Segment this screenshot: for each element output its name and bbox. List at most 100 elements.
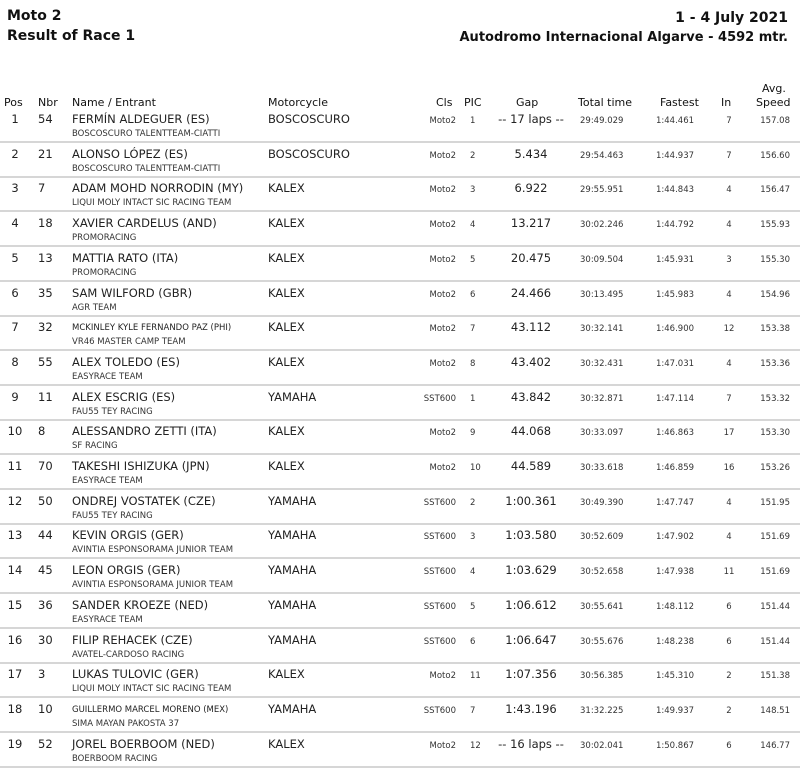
pos-cell: 11	[7, 459, 23, 473]
number-cell: 35	[38, 285, 53, 300]
avg-speed-cell: 151.38	[760, 671, 790, 682]
in-lap-cell: 7	[726, 150, 732, 161]
in-lap-cell: 6	[726, 636, 732, 647]
motorcycle-cell: YAMAHA	[268, 632, 317, 647]
number-cell: 3	[38, 667, 46, 682]
motorcycle-cell: KALEX	[268, 216, 305, 231]
fastest-cell: 1:48.238	[656, 636, 695, 647]
pic-cell: 7	[470, 324, 476, 335]
table-row: 9 11 ALEX ESCRIG (ES) FAU55 TEY RACING YAMAH…	[0, 386, 800, 421]
rider-name: KEVIN ORGIS (GER)	[72, 528, 184, 543]
pos-cell: 18	[7, 701, 23, 716]
entrant-team: AVATEL-CARDOSO RACING	[72, 649, 185, 660]
in-lap-cell: 6	[726, 740, 732, 751]
gap-cell: 1:07.356	[505, 667, 557, 682]
number-cell: 52	[38, 736, 53, 751]
class-cell: Moto2	[429, 324, 456, 335]
total-time-cell: 31:32.225	[580, 705, 624, 716]
in-lap-cell: 17	[723, 428, 735, 439]
gap-cell: 44.068	[510, 424, 552, 439]
entrant-team: AGR TEAM	[72, 302, 117, 313]
fastest-cell: 1:47.938	[656, 567, 695, 578]
number-cell: 13	[38, 250, 53, 265]
number-cell: 30	[38, 632, 53, 647]
number-cell: 44	[38, 528, 53, 543]
motorcycle-cell: BOSCOSCURO	[268, 146, 350, 161]
table-row: 18 10 GUILLERMO MARCEL MORENO (MEX) SIMA MA…	[0, 698, 800, 733]
entrant-team: EASYRACE TEAM	[72, 614, 143, 625]
fastest-cell: 1:44.843	[656, 185, 695, 196]
gap-cell: 1:06.647	[505, 632, 557, 647]
avg-speed-cell: 153.26	[760, 463, 790, 473]
number-cell: 45	[38, 563, 53, 578]
in-lap-cell: 6	[726, 601, 732, 612]
rider-name: ALEX ESCRIG (ES)	[72, 389, 176, 404]
rider-name: TAKESHI ISHIZUKA (JPN)	[72, 459, 210, 473]
avg-speed-cell: 156.47	[760, 185, 790, 196]
table-row: 10 8 ALESSANDRO ZETTI (ITA) SF RACING KALEX M…	[0, 420, 800, 456]
col-fastest: Fastest	[660, 96, 699, 109]
table-row: 19 52 JOREL BOERBOOM (NED) BOERBOOM RACING K…	[0, 733, 800, 768]
total-time-cell: 30:33.097	[580, 428, 624, 439]
table-row: 8 55 ALEX TOLEDO (ES) EASYRACE TEAM KALEX Mot…	[0, 351, 800, 386]
fastest-cell: 1:49.937	[656, 705, 695, 716]
class-cell: SST600	[423, 601, 456, 612]
table-row: 15 36 SANDER KROEZE (NED) EASYRACE TEAM YAMA…	[0, 594, 800, 629]
entrant-team: SIMA MAYAN PAKOSTA 37	[72, 718, 180, 729]
in-lap-cell: 4	[726, 220, 732, 231]
in-lap-cell: 11	[723, 567, 735, 578]
rider-name: SANDER KROEZE (NED)	[72, 597, 209, 612]
fastest-cell: 1:46.859	[656, 463, 695, 473]
col-cls: Cls	[436, 96, 453, 109]
pos-cell: 2	[11, 146, 19, 161]
col-in: In	[721, 96, 732, 109]
rider-name: GUILLERMO MARCEL MORENO (MEX)	[72, 704, 229, 715]
total-time-cell: 30:09.504	[580, 254, 624, 265]
entrant-team: AVINTIA ESPONSORAMA JUNIOR TEAM	[72, 545, 234, 556]
pos-cell: 17	[7, 667, 23, 682]
class-cell: SST600	[423, 532, 456, 543]
pic-cell: 3	[470, 185, 476, 196]
pic-cell: 5	[470, 254, 476, 265]
fastest-cell: 1:45.310	[656, 671, 695, 682]
in-lap-cell: 7	[726, 393, 732, 404]
motorcycle-cell: KALEX	[268, 667, 305, 682]
total-time-cell: 29:54.463	[580, 150, 624, 161]
col-pic: PIC	[464, 96, 482, 109]
avg-speed-cell: 153.36	[760, 358, 790, 369]
class-cell: Moto2	[429, 220, 456, 231]
motorcycle-cell: KALEX	[268, 459, 305, 473]
gap-cell: -- 17 laps --	[498, 112, 564, 126]
total-time-cell: 30:02.041	[580, 740, 624, 751]
class-cell: Moto2	[429, 740, 456, 751]
total-time-cell: 29:49.029	[580, 116, 624, 126]
class-cell: SST600	[423, 705, 456, 716]
total-time-cell: 30:33.618	[580, 463, 624, 473]
table-row: 12 50 ONDREJ VOSTATEK (CZE) FAU55 TEY RACIN…	[0, 490, 800, 525]
pos-cell: 10	[7, 424, 23, 439]
entrant-team: SF RACING	[72, 441, 118, 452]
fastest-cell: 1:47.902	[656, 532, 695, 543]
pos-cell: 7	[11, 320, 19, 335]
table-row: 6 35 SAM WILFORD (GBR) AGR TEAM KALEX Moto2 6 2…	[0, 282, 800, 317]
avg-speed-cell: 151.44	[760, 601, 790, 612]
pos-cell: 16	[7, 632, 23, 647]
rider-name: LUKAS TULOVIC (GER)	[72, 667, 199, 682]
pic-cell: 4	[470, 220, 476, 231]
entrant-team: BOSCOSCURO TALENTTEAM-CIATTI	[72, 163, 221, 174]
fastest-cell: 1:47.114	[656, 393, 695, 404]
col-speed: Speed	[756, 96, 791, 109]
gap-cell: 1:06.612	[505, 597, 557, 612]
table-row: 17 3 LUKAS TULOVIC (GER) LIQUI MOLY INTACT …	[0, 663, 800, 699]
motorcycle-cell: KALEX	[268, 320, 305, 335]
col-nbr: Nbr	[38, 96, 58, 109]
pos-cell: 4	[11, 216, 19, 231]
class-cell: Moto2	[429, 428, 456, 439]
pic-cell: 12	[470, 740, 481, 751]
rider-name: FILIP REHACEK (CZE)	[72, 632, 193, 647]
entrant-team: BOSCOSCURO TALENTTEAM-CIATTI	[72, 129, 221, 139]
rider-name: ALONSO LÓPEZ (ES)	[72, 146, 188, 161]
pic-cell: 11	[470, 671, 481, 682]
pic-cell: 2	[470, 497, 476, 508]
entrant-team: AVINTIA ESPONSORAMA JUNIOR TEAM	[72, 580, 234, 591]
